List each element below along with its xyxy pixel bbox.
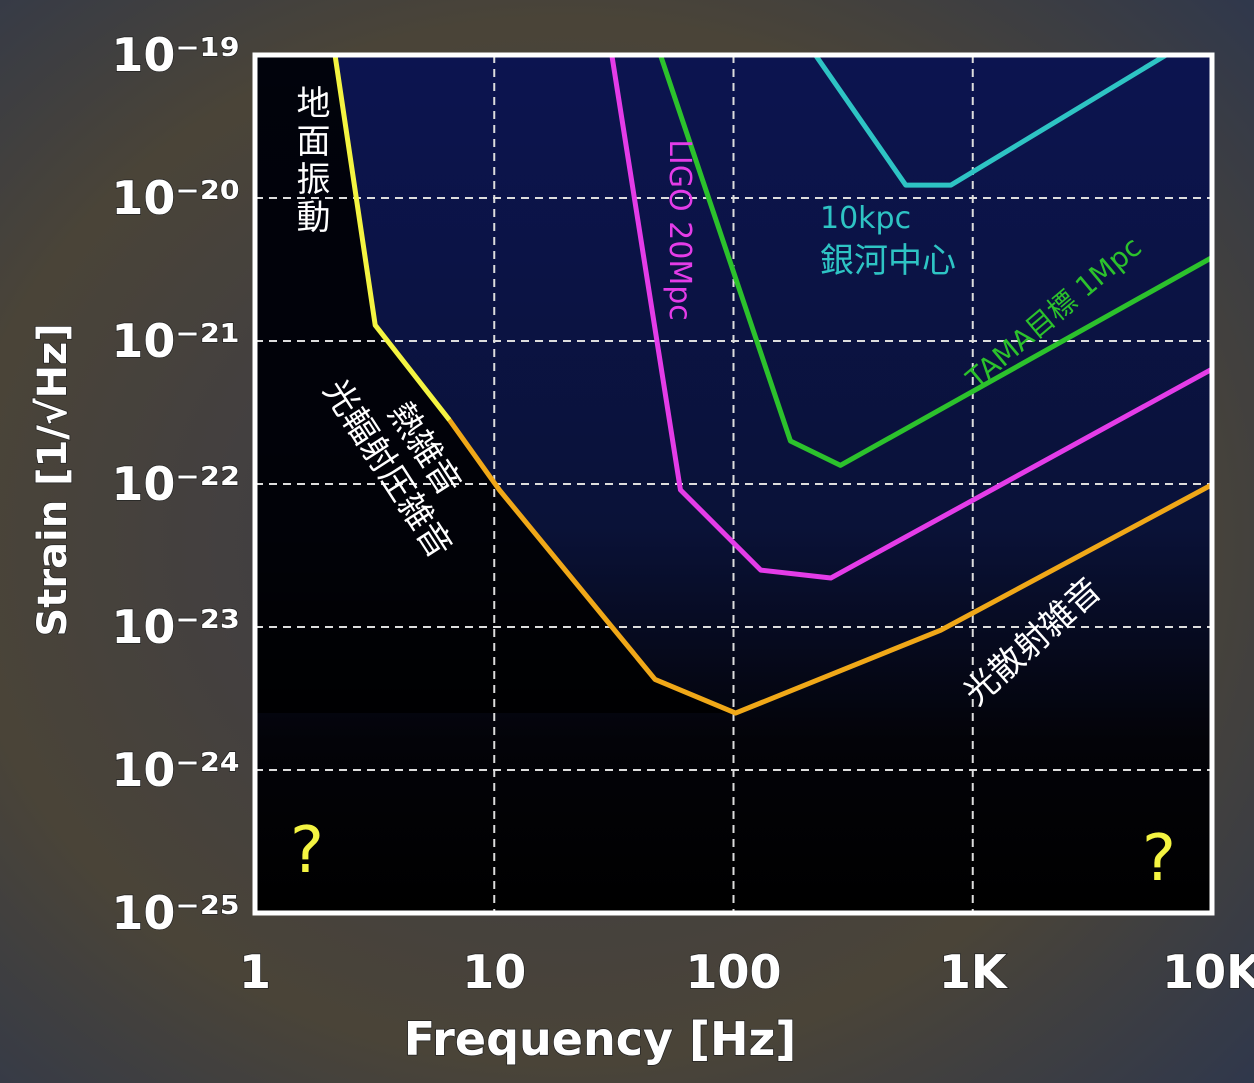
x-tick-label: 1K <box>939 945 1009 999</box>
y-tick-label: 10⁻²⁰ <box>111 171 240 225</box>
x-tick-label: 100 <box>685 945 781 999</box>
y-tick-label: 10⁻²⁵ <box>111 886 240 940</box>
annotation: 銀河中心 <box>820 241 956 281</box>
annotation: ? <box>1142 822 1176 896</box>
annotation: LIGO 20Mpc <box>662 139 697 321</box>
annotation: ? <box>290 814 324 888</box>
x-axis-label: Frequency [Hz] <box>404 1012 797 1066</box>
y-axis-label: Strain [1/√Hz] <box>30 323 76 636</box>
x-tick-label: 1 <box>239 945 271 999</box>
y-tick-label: 10⁻²⁴ <box>111 743 240 797</box>
y-tick-label: 10⁻²³ <box>111 600 240 654</box>
chart: Frequency [Hz] Strain [1/√Hz] 10⁻¹⁹ 10⁻²⁰… <box>0 0 1254 1083</box>
y-tick-label: 10⁻²² <box>111 457 240 511</box>
y-tick-label: 10⁻²¹ <box>111 314 240 368</box>
annotation: 10kpc <box>820 201 911 236</box>
x-tick-label: 10K <box>1162 945 1254 999</box>
x-tick-label: 10 <box>462 945 526 999</box>
annotation: 地面振動 <box>290 85 330 237</box>
y-tick-label: 10⁻¹⁹ <box>111 28 240 82</box>
